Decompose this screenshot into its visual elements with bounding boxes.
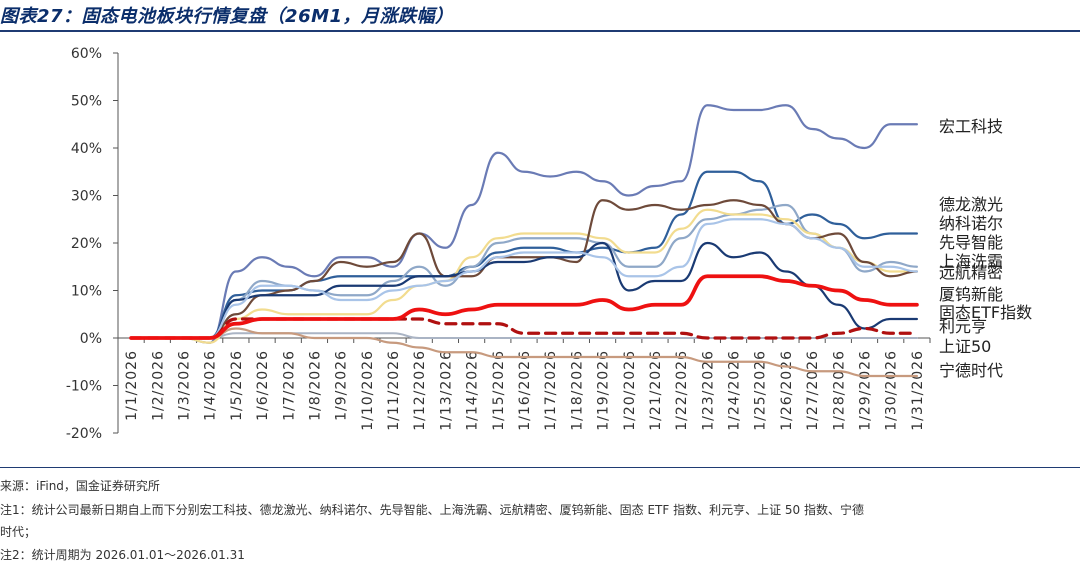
x-tick-label: 1/17/2026	[543, 350, 559, 431]
y-tick-label: 50%	[71, 94, 102, 110]
y-tick-label: 20%	[71, 236, 102, 252]
x-tick-label: 1/31/2026	[910, 350, 926, 431]
x-tick-label: 1/10/2026	[360, 350, 376, 431]
legend-label: 宁德时代	[939, 361, 1003, 380]
series-line-3	[129, 203, 919, 340]
x-tick-label: 1/29/2026	[858, 350, 874, 431]
legend-label: 宏工科技	[939, 117, 1003, 136]
note-1-continued: 时代；	[0, 525, 37, 539]
x-tick-label: 1/26/2026	[779, 350, 795, 431]
x-axis: 1/1/2026 1/2/2026 1/3/2026 1/4/2026 1/5/2026…	[117, 337, 931, 431]
title-underline	[0, 30, 1080, 32]
series-line-8	[129, 274, 919, 340]
line-chart: -20% -10% 0% 10% 20% 30% 40% 50% 60% 1/1/2026 1/2…	[66, 46, 1032, 442]
source-note: 来源：iFind，国金证券研究所	[0, 479, 160, 493]
legend-label: 上海洗霸	[939, 252, 1003, 271]
series-line-7	[129, 218, 919, 340]
x-tick-label: 1/2/2026	[150, 350, 166, 421]
x-tick-label: 1/8/2026	[307, 350, 323, 421]
x-tick-label: 1/9/2026	[334, 350, 350, 421]
notes-divider	[0, 467, 1080, 468]
y-tick-label: 30%	[71, 189, 102, 205]
x-tick-label: 1/21/2026	[648, 350, 664, 431]
x-tick-label: 1/1/2026	[124, 350, 140, 421]
y-tick-label: -20%	[66, 426, 102, 442]
x-tick-label: 1/12/2026	[412, 350, 428, 431]
series-line-6	[129, 241, 919, 340]
legend-label: 先导智能	[939, 233, 1003, 252]
y-tick-label: 0%	[80, 331, 102, 347]
x-tick-label: 1/3/2026	[176, 350, 192, 421]
note-1: 注1：统计公司最新日期自上而下分别宏工科技、德龙激光、纳科诺尔、先导智能、上海洗…	[0, 503, 864, 517]
series-line-4	[129, 208, 919, 344]
x-tick-label: 1/16/2026	[517, 350, 533, 431]
x-tick-label: 1/30/2026	[884, 350, 900, 431]
legend-label: 利元亨	[939, 317, 987, 336]
x-tick-label: 1/7/2026	[281, 350, 297, 421]
legend-label: 纳科诺尔	[939, 214, 1003, 233]
x-tick-label: 1/19/2026	[596, 350, 612, 431]
x-tick-label: 1/11/2026	[386, 350, 402, 431]
x-tick-label: 1/14/2026	[465, 350, 481, 431]
x-tick-label: 1/28/2026	[831, 350, 847, 431]
x-tick-label: 1/15/2026	[491, 350, 507, 431]
legend-label: 远航精密	[939, 263, 1003, 282]
x-tick-label: 1/27/2026	[805, 350, 821, 431]
x-tick-label: 1/24/2026	[727, 350, 743, 431]
y-tick-label: 60%	[71, 46, 102, 62]
x-tick-label: 1/23/2026	[700, 350, 716, 431]
note-2: 注2：统计周期为 2026.01.01～2026.01.31	[0, 548, 245, 562]
chart-title: 图表27：固态电池板块行情复盘（26M1，月涨跌幅）	[0, 6, 454, 27]
x-tick-label: 1/6/2026	[255, 350, 271, 421]
x-tick-label: 1/13/2026	[438, 350, 454, 431]
x-tick-label: 1/5/2026	[229, 350, 245, 421]
y-tick-label: 40%	[71, 141, 102, 157]
x-tick-label: 1/20/2026	[622, 350, 638, 431]
series-line-11	[129, 327, 919, 378]
y-axis: -20% -10% 0% 10% 20% 30% 40% 50% 60%	[66, 46, 119, 442]
legend: 宏工科技德龙激光纳科诺尔先导智能上海洗霸远航精密厦钨新能固态ETF指数利元亨上证…	[939, 117, 1032, 380]
y-tick-label: 10%	[71, 284, 102, 300]
legend-label: 厦钨新能	[939, 285, 1003, 304]
legend-label: 固态ETF指数	[939, 303, 1032, 322]
x-tick-label: 1/25/2026	[753, 350, 769, 431]
series-line-1	[129, 104, 919, 344]
legend-label: 上证50	[939, 337, 991, 356]
x-tick-label: 1/22/2026	[674, 350, 690, 431]
x-tick-label: 1/4/2026	[203, 350, 219, 421]
y-tick-label: -10%	[66, 379, 102, 395]
legend-label: 德龙激光	[939, 195, 1003, 214]
x-tick-label: 1/18/2026	[569, 350, 585, 431]
series-lines	[129, 104, 919, 378]
